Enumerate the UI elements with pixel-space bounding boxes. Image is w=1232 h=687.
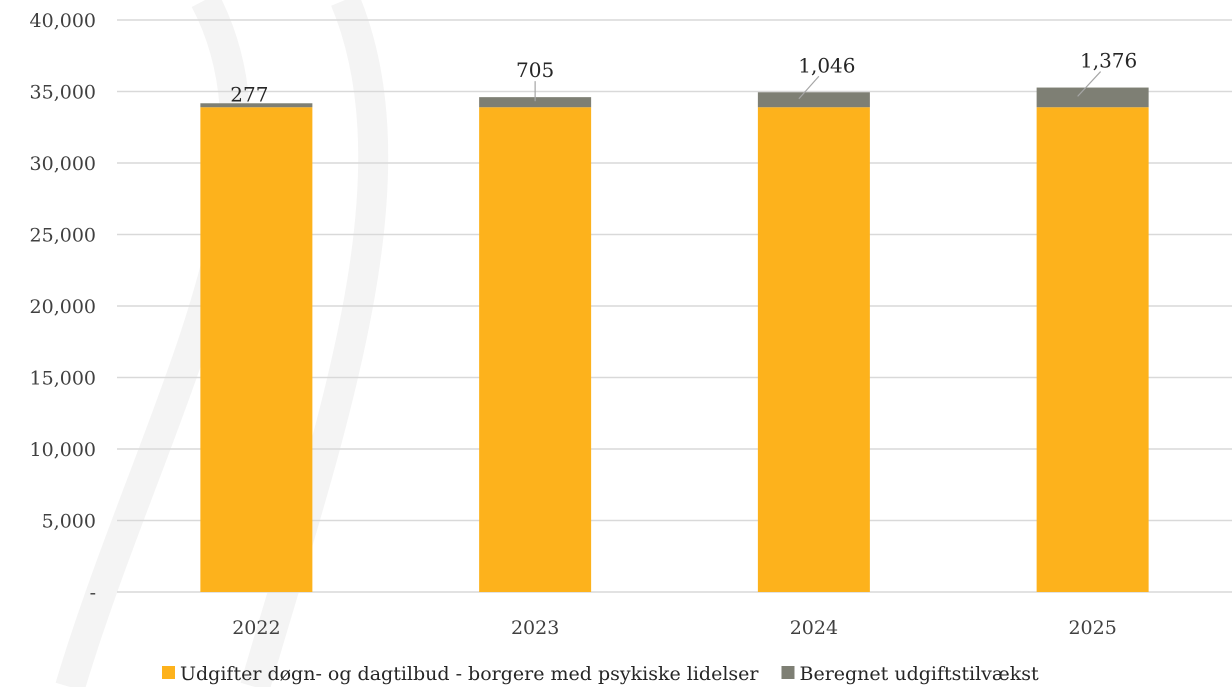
y-tick-label: 15,000 [30, 368, 96, 390]
data-label-leader-line [1077, 71, 1102, 97]
y-tick-label: 40,000 [30, 10, 96, 32]
legend-item: Beregnet udgiftstilvækst [781, 663, 1039, 685]
y-axis: - 5,000 10,000 15,000 20,000 25,000 30,000 35,0… [30, 10, 96, 604]
bar-base-expense [200, 107, 313, 592]
data-label: 1,376 [1080, 49, 1137, 73]
legend-label: Beregnet udgiftstilvækst [799, 663, 1039, 685]
y-tick-label: 5,000 [42, 511, 96, 533]
y-tick-label: 10,000 [30, 439, 96, 461]
legend-item: Udgifter døgn- og dagtilbud - borgere me… [162, 663, 759, 685]
legend: Udgifter døgn- og dagtilbud - borgere me… [162, 663, 1039, 685]
bar-growth-segment [1036, 87, 1149, 108]
data-label: 705 [516, 58, 554, 82]
bar-growth-segment [200, 103, 313, 108]
x-tick-label: 2024 [790, 617, 838, 639]
y-tick-label: 25,000 [30, 225, 96, 247]
bar-growth-segment [479, 97, 592, 108]
bar-base-expense [757, 107, 870, 592]
data-label-leader-line [798, 75, 820, 100]
y-tick-label: - [90, 582, 96, 604]
bar-base-expense [1036, 107, 1149, 592]
legend-label: Udgifter døgn- og dagtilbud - borgere me… [180, 663, 759, 685]
x-tick-label: 2022 [232, 617, 280, 639]
data-labels: 277 705 1,046 1,376 [230, 49, 1137, 107]
bars [200, 87, 1149, 592]
data-label: 1,046 [798, 53, 855, 77]
y-tick-label: 30,000 [30, 153, 96, 175]
y-tick-label: 35,000 [30, 82, 96, 104]
x-tick-label: 2025 [1068, 617, 1116, 639]
bar-growth-segment [757, 92, 870, 108]
y-tick-label: 20,000 [30, 296, 96, 318]
legend-swatch [781, 666, 795, 679]
data-label: 277 [230, 82, 268, 106]
legend-swatch [162, 666, 175, 679]
x-axis: 2022 2023 2024 2025 [232, 617, 1117, 639]
x-tick-label: 2023 [511, 617, 559, 639]
bar-base-expense [479, 107, 592, 592]
